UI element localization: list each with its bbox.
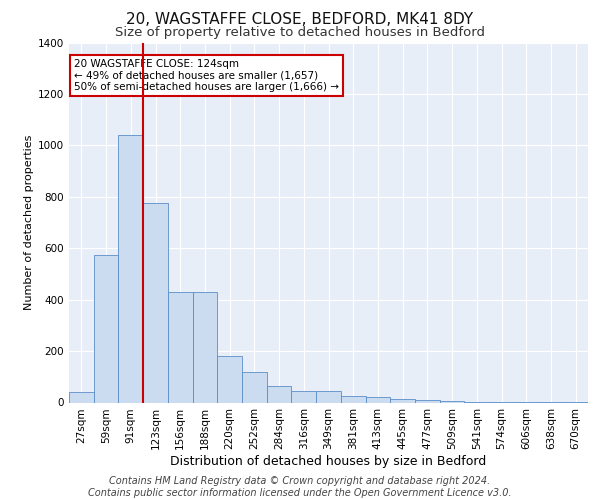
Bar — [415, 400, 440, 402]
Bar — [242, 372, 267, 402]
Bar — [267, 386, 292, 402]
Bar — [365, 398, 390, 402]
Text: 20, WAGSTAFFE CLOSE, BEDFORD, MK41 8DY: 20, WAGSTAFFE CLOSE, BEDFORD, MK41 8DY — [127, 12, 473, 28]
Bar — [69, 392, 94, 402]
Bar — [168, 292, 193, 403]
Bar — [118, 135, 143, 402]
Bar — [143, 203, 168, 402]
Bar — [193, 292, 217, 403]
Text: Contains HM Land Registry data © Crown copyright and database right 2024.
Contai: Contains HM Land Registry data © Crown c… — [88, 476, 512, 498]
Bar — [390, 398, 415, 402]
Bar — [440, 401, 464, 402]
Text: 20 WAGSTAFFE CLOSE: 124sqm
← 49% of detached houses are smaller (1,657)
50% of s: 20 WAGSTAFFE CLOSE: 124sqm ← 49% of deta… — [74, 58, 339, 92]
Bar — [341, 396, 365, 402]
X-axis label: Distribution of detached houses by size in Bedford: Distribution of detached houses by size … — [170, 455, 487, 468]
Text: Size of property relative to detached houses in Bedford: Size of property relative to detached ho… — [115, 26, 485, 39]
Bar — [316, 391, 341, 402]
Bar — [292, 391, 316, 402]
Bar — [94, 254, 118, 402]
Bar — [217, 356, 242, 403]
Y-axis label: Number of detached properties: Number of detached properties — [24, 135, 34, 310]
